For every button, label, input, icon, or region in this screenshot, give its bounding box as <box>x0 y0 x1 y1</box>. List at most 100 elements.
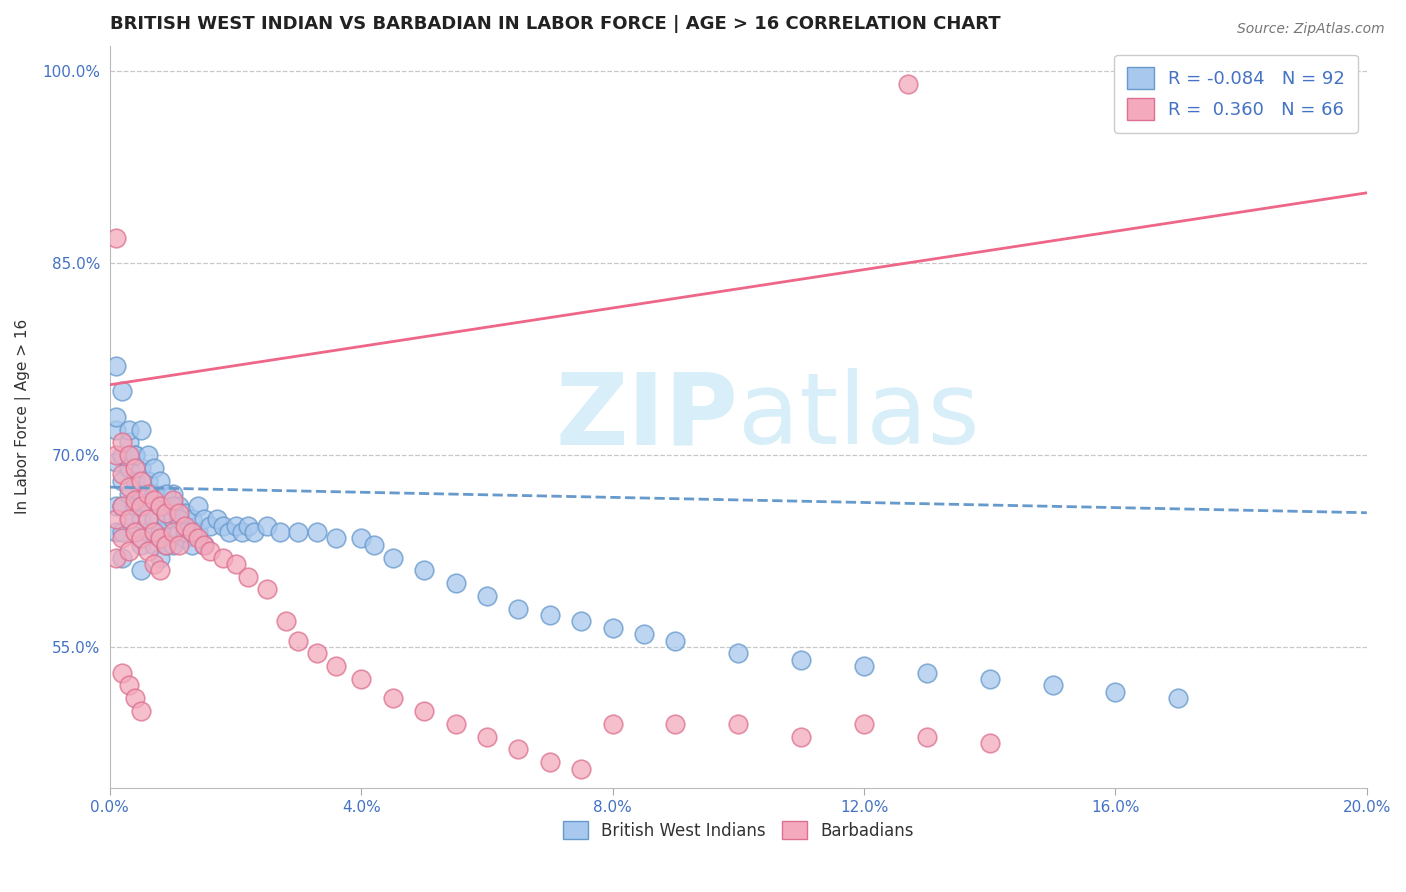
Point <box>174 531 197 545</box>
Point <box>124 474 146 488</box>
Point <box>105 448 128 462</box>
Point <box>142 524 165 539</box>
Point <box>129 474 152 488</box>
Point <box>111 524 134 539</box>
Point <box>129 500 152 514</box>
Point <box>142 486 165 500</box>
Point <box>118 423 141 437</box>
Point <box>118 435 141 450</box>
Point <box>111 665 134 680</box>
Point <box>118 512 141 526</box>
Point <box>136 500 159 514</box>
Point <box>475 730 498 744</box>
Point <box>325 531 347 545</box>
Point <box>915 665 938 680</box>
Point <box>129 461 152 475</box>
Point <box>111 448 134 462</box>
Point <box>136 524 159 539</box>
Point <box>142 461 165 475</box>
Point <box>129 704 152 718</box>
Point <box>256 582 278 597</box>
Point <box>174 524 197 539</box>
Point <box>142 512 165 526</box>
Point <box>124 492 146 507</box>
Point <box>136 486 159 500</box>
Point <box>129 512 152 526</box>
Point <box>124 461 146 475</box>
Point <box>979 736 1001 750</box>
Point <box>136 512 159 526</box>
Point <box>111 467 134 482</box>
Point <box>118 448 141 462</box>
Point <box>155 512 177 526</box>
Point <box>155 486 177 500</box>
Point <box>118 544 141 558</box>
Point <box>225 557 247 571</box>
Point <box>167 512 190 526</box>
Point <box>853 659 876 673</box>
Point <box>162 486 184 500</box>
Point <box>413 563 436 577</box>
Point <box>124 524 146 539</box>
Point <box>287 524 309 539</box>
Point <box>105 359 128 373</box>
Point <box>231 524 253 539</box>
Point <box>111 550 134 565</box>
Point <box>129 563 152 577</box>
Point <box>569 615 592 629</box>
Point <box>413 704 436 718</box>
Y-axis label: In Labor Force | Age > 16: In Labor Force | Age > 16 <box>15 319 31 515</box>
Point <box>180 538 202 552</box>
Point <box>727 647 749 661</box>
Point <box>118 678 141 692</box>
Point <box>664 633 686 648</box>
Point <box>149 524 172 539</box>
Point <box>155 538 177 552</box>
Point <box>200 544 222 558</box>
Point <box>508 601 530 615</box>
Point <box>105 423 128 437</box>
Point <box>307 524 329 539</box>
Point <box>236 518 259 533</box>
Point <box>602 716 624 731</box>
Point <box>187 531 209 545</box>
Point <box>350 672 373 686</box>
Text: ZIP: ZIP <box>555 368 738 466</box>
Point <box>142 538 165 552</box>
Point <box>149 563 172 577</box>
Point <box>193 538 215 552</box>
Point <box>162 512 184 526</box>
Point <box>111 384 134 399</box>
Point <box>111 435 134 450</box>
Point <box>1042 678 1064 692</box>
Point <box>381 550 404 565</box>
Point <box>174 518 197 533</box>
Point <box>538 608 561 623</box>
Point <box>218 524 240 539</box>
Point <box>162 492 184 507</box>
Point <box>363 538 385 552</box>
Point <box>136 474 159 488</box>
Point <box>155 538 177 552</box>
Point <box>136 448 159 462</box>
Point <box>105 230 128 244</box>
Point <box>105 512 128 526</box>
Point <box>193 512 215 526</box>
Point <box>124 448 146 462</box>
Point <box>162 500 184 514</box>
Point <box>129 538 152 552</box>
Point <box>225 518 247 533</box>
Point <box>129 531 152 545</box>
Point <box>915 730 938 744</box>
Point <box>124 448 146 462</box>
Point <box>105 500 128 514</box>
Point <box>149 500 172 514</box>
Point <box>508 742 530 756</box>
Point <box>149 500 172 514</box>
Point <box>256 518 278 533</box>
Point <box>897 77 920 91</box>
Point <box>236 570 259 584</box>
Point <box>325 659 347 673</box>
Point <box>269 524 291 539</box>
Point <box>187 524 209 539</box>
